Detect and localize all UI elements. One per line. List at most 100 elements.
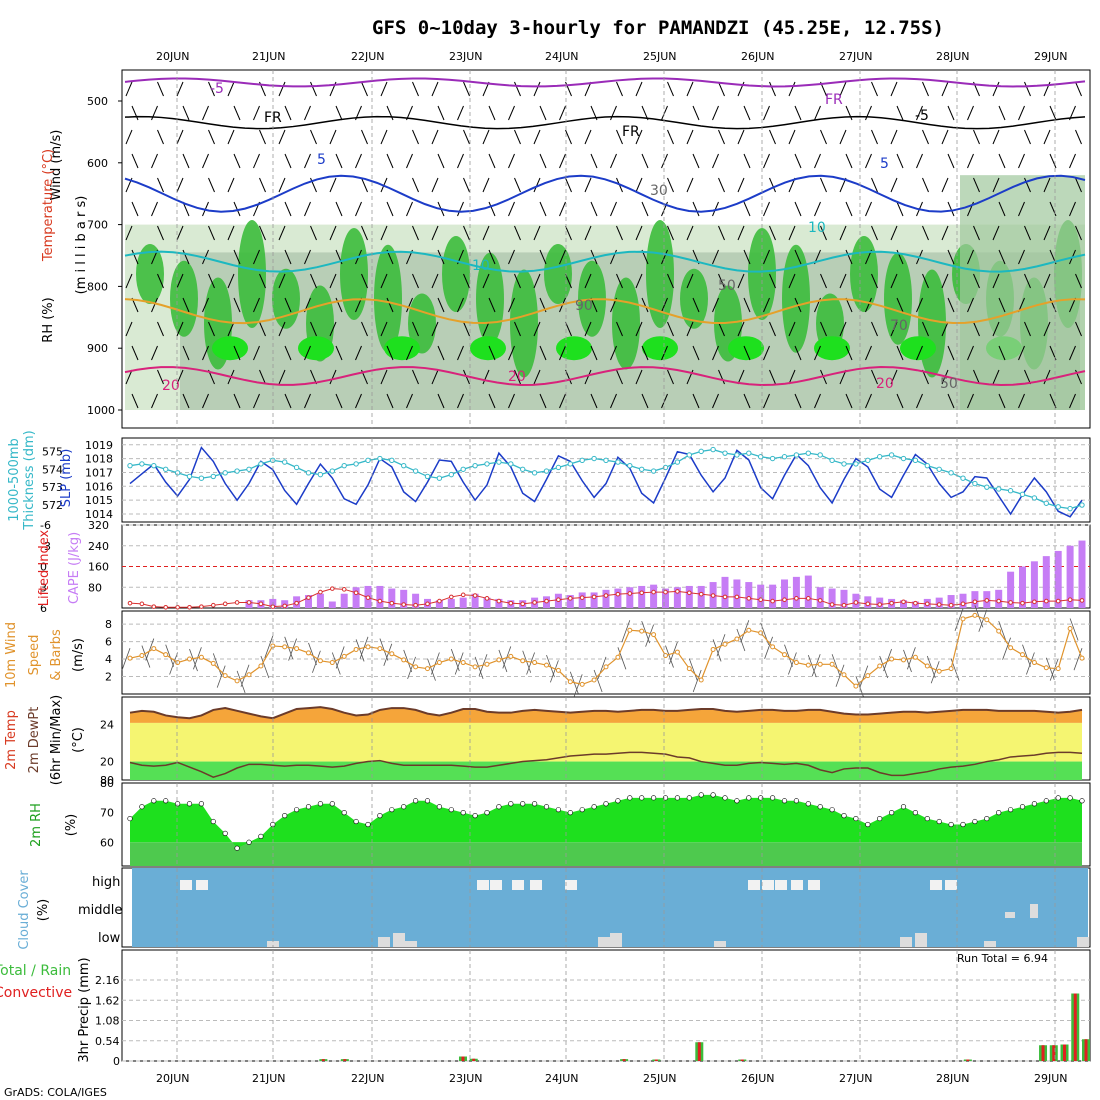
wind-barb [718,225,725,241]
cloud-level-label: high [92,875,120,890]
wind-barb [1024,177,1031,193]
wind-barb [941,129,949,145]
wind-barb [176,81,184,97]
wind-speed-point [567,679,573,685]
wind-axis-label: & Barbs [49,629,64,681]
wind-barb [667,81,674,97]
wind-barb-10m [308,642,317,666]
rh-shading-blob [470,336,506,361]
wind-speed-point [651,632,657,638]
wind-barb [386,297,394,313]
rh-point [139,804,145,810]
profile-axis-label: (m i l l i b a r s) [74,196,89,295]
wind-barb [278,225,286,241]
wind-barb [737,129,745,145]
wind-speed-point [532,660,538,666]
wind-barb [973,177,980,193]
rh-point [377,813,383,819]
rh-point [1031,801,1037,807]
precip-conv-bar [321,1059,325,1061]
wind-barb [1069,393,1076,409]
wind-speed-point [829,661,835,667]
rh-shading-blob [272,268,300,329]
cloud-axis-label: Cloud Cover [17,870,32,950]
rh-point [805,801,811,807]
wind-barb [890,177,898,193]
wind-barb [692,201,700,217]
wind-barb [865,153,872,169]
precip-legend: Convective [0,985,72,1001]
cape-bar [495,598,503,608]
li-point [925,601,930,607]
thickness-point [127,462,133,469]
contour-5 [124,174,1086,213]
top-date-label: 25JUN [643,50,677,63]
wind-barb [737,273,745,289]
wind-barb [947,249,955,265]
wind-barb [233,153,241,169]
cape-bar [1054,550,1062,608]
wind-barb [233,297,241,313]
wind-speed-point [1067,625,1073,631]
wind-barb [584,369,592,385]
li-point [984,598,990,603]
wind-speed-point [341,653,347,659]
cape-bar [1007,571,1015,608]
wind-barb [259,321,266,337]
thickness-point [317,471,324,478]
wind-barb [1075,273,1082,289]
bottom-date-label: 25JUN [643,1072,677,1085]
wind-barb [763,345,770,361]
rh-tick-label: 80 [100,777,114,790]
wind-speed-point [329,660,335,666]
pressure-tick-label: 500 [87,95,108,108]
cape-bar [400,589,408,608]
cloud-mid-bar [1030,904,1038,918]
wind-barb [151,201,158,217]
wind-barb [284,105,292,121]
contour-label: 90 [575,298,593,314]
rh-shading-blob [642,336,678,361]
thickness-point [972,480,978,487]
rh-shading-blob [238,220,266,329]
wind-barb [998,297,1006,313]
wind-speed-point [234,678,240,684]
rh-axis-label: (%) [64,814,79,837]
wind-barb [482,321,490,337]
wind-barb-10m [145,638,155,661]
cloud-low-bar [598,937,610,947]
contour-label: 5 [317,152,326,168]
wind-barb [814,393,821,409]
wind-barb [661,345,668,361]
rh-shading-blob [374,244,402,353]
wind-barb [329,177,337,193]
cape-bar [459,597,467,608]
wind-barb [329,321,337,337]
rh-point [258,833,264,839]
cape-bar [733,579,741,608]
wind-barb [227,81,235,97]
wind-barb [412,273,419,289]
wind-barb [743,153,751,169]
wind-barb [973,273,980,289]
rh-point [1079,798,1085,804]
slp-line [129,446,1083,518]
wind-speed-point [401,657,407,663]
slp-axis-label: SLP (mb) [59,449,74,508]
rh-tick-label: 70 [100,807,114,820]
wind-barb [839,129,847,145]
cape-bar [590,592,598,608]
rh-shading-blob [782,244,810,353]
wind-speed-point [1008,645,1014,651]
wind-barb [380,321,388,337]
thickness-point [151,462,157,469]
wind-barb [310,273,317,289]
wind-barb [820,273,827,289]
li-point [817,598,823,603]
wind-barb [361,321,368,337]
wind-barb [227,129,235,145]
wind-barb [641,393,649,409]
wind-barb [151,345,158,361]
wind-barb [743,249,751,265]
wind-barb [814,345,821,361]
